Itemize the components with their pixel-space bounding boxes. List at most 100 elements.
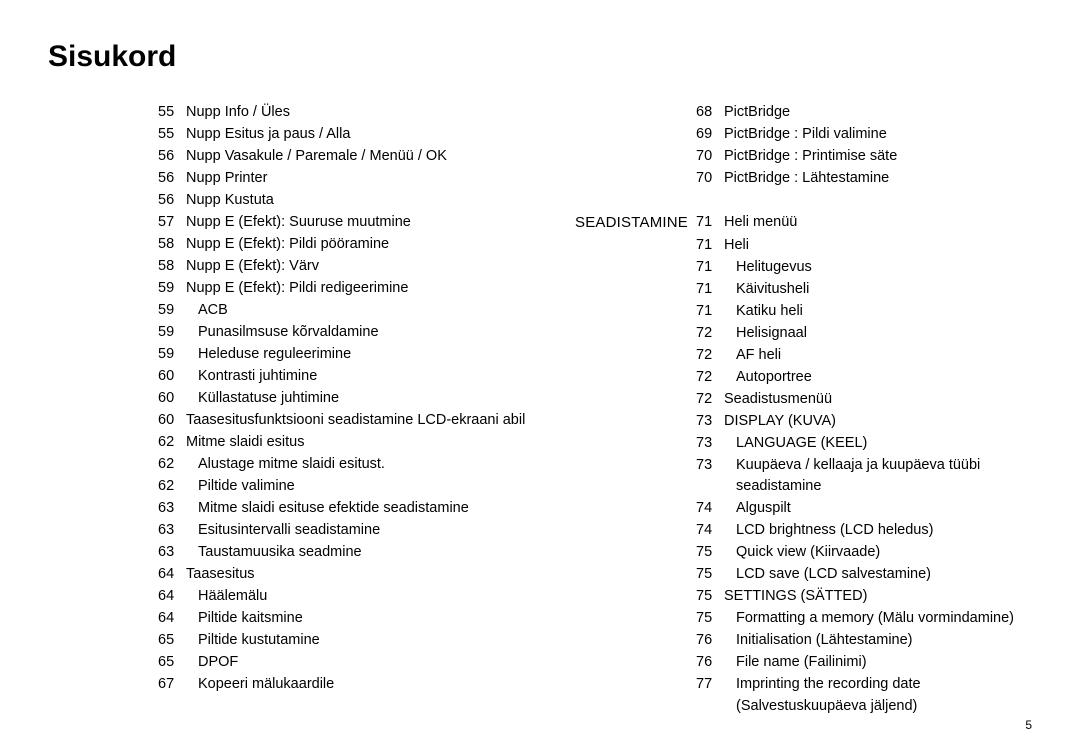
toc-page-num: 60	[158, 366, 186, 388]
toc-page-num: 65	[158, 652, 186, 674]
toc-page-num: 59	[158, 322, 186, 344]
toc-entry-text: Küllastatuse juhtimine	[186, 388, 558, 410]
toc-page-num: 63	[158, 498, 186, 520]
toc-row: 72Seadistusmenüü	[558, 389, 1032, 411]
toc-page-num: 63	[158, 520, 186, 542]
toc-page-num: 55	[158, 102, 186, 124]
toc-entry-text: Heli	[724, 235, 1032, 257]
toc-page-num: 68	[696, 102, 724, 124]
toc-row: 59Nupp E (Efekt): Pildi redigeerimine	[48, 278, 558, 300]
toc-page-num: 72	[696, 323, 724, 345]
toc-row: 65Piltide kustutamine	[48, 630, 558, 652]
toc-page-num: 72	[696, 345, 724, 367]
toc-entry-text: Mitme slaidi esituse efektide seadistami…	[186, 498, 558, 520]
toc-row: 63Esitusintervalli seadistamine	[48, 520, 558, 542]
toc-row: 59Punasilmsuse kõrvaldamine	[48, 322, 558, 344]
page: Sisukord 55Nupp Info / Üles55Nupp Esitus…	[0, 0, 1080, 746]
toc-row: 75Formatting a memory (Mälu vormindamine…	[558, 608, 1032, 630]
toc-entry-text: Heli menüü	[724, 212, 1032, 234]
toc-entry-text: DISPLAY (KUVA)	[724, 411, 1032, 433]
toc-entry-text: Quick view (Kiirvaade)	[724, 542, 1032, 564]
toc-page-num: 71	[696, 279, 724, 301]
toc-row: 73LANGUAGE (KEEL)	[558, 433, 1032, 455]
toc-row: 58Nupp E (Efekt): Pildi pööramine	[48, 234, 558, 256]
toc-page-num: 75	[696, 608, 724, 630]
toc-entry-text: Helisignaal	[724, 323, 1032, 345]
toc-row: 56Nupp Vasakule / Paremale / Menüü / OK	[48, 146, 558, 168]
toc-entry-text: DPOF	[186, 652, 558, 674]
toc-page-num: 75	[696, 542, 724, 564]
toc-entry-text: Nupp E (Efekt): Pildi redigeerimine	[186, 278, 558, 300]
page-number: 5	[1025, 718, 1032, 732]
toc-page-num: 69	[696, 124, 724, 146]
toc-page-num: 76	[696, 630, 724, 652]
toc-entry-text: Mitme slaidi esitus	[186, 432, 558, 454]
toc-entry-text: File name (Failinimi)	[724, 652, 1032, 674]
toc-row: 64Taasesitus	[48, 564, 558, 586]
toc-entry-text: Taasesitus	[186, 564, 558, 586]
toc-row: 73Kuupäeva / kellaaja ja kuupäeva tüübi …	[558, 455, 1032, 499]
toc-page-num: 67	[158, 674, 186, 696]
toc-entry-text: Nupp Vasakule / Paremale / Menüü / OK	[186, 146, 558, 168]
toc-page-num: 62	[158, 432, 186, 454]
toc-row: 71Heli	[558, 235, 1032, 257]
toc-page-num: 60	[158, 410, 186, 432]
toc-row: 65DPOF	[48, 652, 558, 674]
page-title: Sisukord	[48, 40, 1032, 74]
toc-row: 72AF heli	[558, 345, 1032, 367]
toc-page-num: 60	[158, 388, 186, 410]
toc-page-num: 59	[158, 344, 186, 366]
toc-row: SEADISTAMINE71Heli menüü	[558, 212, 1032, 235]
toc-entry-text: LCD save (LCD salvestamine)	[724, 564, 1032, 586]
toc-entry-text: Seadistusmenüü	[724, 389, 1032, 411]
toc-entry-text: Alguspilt	[724, 498, 1032, 520]
toc-page-num: 70	[696, 168, 724, 190]
toc-page-num: 59	[158, 300, 186, 322]
toc-page-num: 71	[696, 257, 724, 279]
toc-page-num: 72	[696, 389, 724, 411]
toc-row: 77Imprinting the recording date (Salvest…	[558, 674, 1032, 718]
toc-page-num: 58	[158, 256, 186, 278]
toc-page-num: 77	[696, 674, 724, 696]
toc-row: 64Häälemälu	[48, 586, 558, 608]
toc-entry-text: PictBridge : Printimise säte	[724, 146, 1032, 168]
toc-entry-text: Taasesitusfunktsiooni seadistamine LCD-e…	[186, 410, 558, 432]
toc-row: 56Nupp Kustuta	[48, 190, 558, 212]
toc-entry-text: Esitusintervalli seadistamine	[186, 520, 558, 542]
toc-page-num: 64	[158, 608, 186, 630]
toc-page-num: 62	[158, 476, 186, 498]
toc-row: 71Käivitusheli	[558, 279, 1032, 301]
toc-entry-text: Nupp E (Efekt): Pildi pööramine	[186, 234, 558, 256]
toc-entry-text: Häälemälu	[186, 586, 558, 608]
toc-page-num: 55	[158, 124, 186, 146]
toc-row: 72Helisignaal	[558, 323, 1032, 345]
toc-entry-text: Helitugevus	[724, 257, 1032, 279]
toc-entry-text: SETTINGS (SÄTTED)	[724, 586, 1032, 608]
toc-entry-text: Kuupäeva / kellaaja ja kuupäeva tüübi se…	[724, 455, 1032, 499]
toc-entry-text: Nupp Info / Üles	[186, 102, 558, 124]
toc-entry-text: Taustamuusika seadmine	[186, 542, 558, 564]
toc-page-num: 75	[696, 564, 724, 586]
toc-entry-text: Piltide valimine	[186, 476, 558, 498]
toc-page-num: 71	[696, 301, 724, 323]
toc-row: 60Kontrasti juhtimine	[48, 366, 558, 388]
toc-row: 64Piltide kaitsmine	[48, 608, 558, 630]
toc-page-num: 71	[696, 235, 724, 257]
toc-entry-text: Piltide kustutamine	[186, 630, 558, 652]
toc-entry-text: Formatting a memory (Mälu vormindamine)	[724, 608, 1032, 630]
toc-page-num: 63	[158, 542, 186, 564]
toc-page-num: 56	[158, 146, 186, 168]
toc-row: 62Alustage mitme slaidi esitust.	[48, 454, 558, 476]
toc-entry-text: Heleduse reguleerimine	[186, 344, 558, 366]
toc-section-label: SEADISTAMINE	[558, 212, 696, 235]
toc-page-num: 59	[158, 278, 186, 300]
toc-page-num: 73	[696, 411, 724, 433]
toc-entry-text: Kontrasti juhtimine	[186, 366, 558, 388]
toc-page-num: 56	[158, 168, 186, 190]
toc-row: 55Nupp Esitus ja paus / Alla	[48, 124, 558, 146]
toc-entry-text: ACB	[186, 300, 558, 322]
toc-page-num: 71	[696, 212, 724, 234]
toc-row: 70PictBridge : Lähtestamine	[558, 168, 1032, 190]
toc-page-num: 70	[696, 146, 724, 168]
toc-page-num: 73	[696, 433, 724, 455]
